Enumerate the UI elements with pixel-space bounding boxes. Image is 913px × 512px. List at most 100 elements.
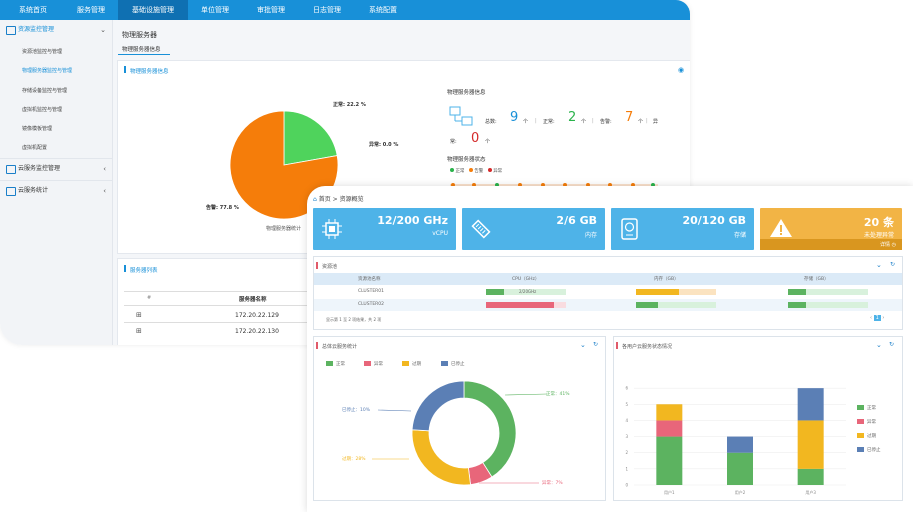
- user-status-title: 各用户云服务状态情况: [615, 342, 673, 350]
- front-window: ⌂ 首页 > 资源概览 12/200 GHz vCPU 2/6 GB 内存: [307, 186, 913, 512]
- y-tick-label: 5: [625, 402, 628, 407]
- alarm-count: 7: [625, 110, 634, 125]
- card-vcpu[interactable]: 12/200 GHz vCPU: [313, 208, 456, 250]
- sidebar-item-image[interactable]: 镜像模板管理: [22, 126, 53, 132]
- x-tick-label: 用户3: [805, 489, 816, 495]
- legend-dot-abnormal: [487, 168, 492, 172]
- warning-icon: [770, 219, 792, 237]
- nav-tab-home[interactable]: 系统首页: [19, 6, 47, 14]
- bar-用户1-过期[interactable]: [656, 404, 683, 421]
- memory-label: 内存: [584, 232, 597, 239]
- breadcrumb: ⌂ 首页 > 资源概览: [313, 196, 364, 203]
- breadcrumb-home[interactable]: 首页: [318, 196, 331, 203]
- pie-slice-1[interactable]: [283, 110, 338, 166]
- refresh-icon[interactable]: ↻: [890, 261, 896, 268]
- user-status-bar-chart: 0 1 2 3 4 5 6 用户1 用户2 用户3: [625, 386, 846, 495]
- pagination[interactable]: ‹ 1 ›: [870, 315, 885, 321]
- donut-legend-expired: 过期: [402, 361, 421, 367]
- sidebar: 资源监控管理 ⌄ 资源池监控与管理 物理服务器监控与管理 存储设备监控与管理 虚…: [0, 20, 113, 345]
- collapse-icon[interactable]: ⌄: [876, 341, 882, 349]
- card-storage[interactable]: 20/120 GB 存储: [611, 208, 754, 250]
- col-server-name: 服务器名称: [239, 297, 267, 303]
- donut-legend-stopped: 已停止: [441, 361, 465, 367]
- cpu-icon: [322, 219, 342, 239]
- donut-title: 总体云服务统计: [315, 342, 358, 350]
- state-legend: 正常 告警 异常: [450, 168, 502, 174]
- donut-legend-normal: 正常: [326, 361, 345, 367]
- sidebar-item-physical-server[interactable]: 物理服务器监控与管理: [22, 68, 73, 74]
- y-tick-label: 6: [625, 386, 628, 391]
- total-count: 9: [510, 110, 519, 125]
- donut-slice-4[interactable]: [411, 380, 465, 432]
- bar-用户3-正常[interactable]: [797, 468, 824, 485]
- sidebar-group-cloud-stats[interactable]: 云服务统计 ‹: [0, 180, 112, 201]
- card-memory[interactable]: 2/6 GB 内存: [462, 208, 605, 250]
- bar-legend-normal: 正常: [857, 405, 876, 411]
- y-tick-label: 4: [625, 418, 628, 423]
- abnormal-unit: 个: [485, 139, 491, 145]
- refresh-icon[interactable]: ↻: [593, 341, 599, 348]
- col-storage: 存储（GB）: [804, 277, 829, 282]
- card-alerts[interactable]: 20 条 未处理异常 详情 ◷: [760, 208, 902, 250]
- nav-tab-approval[interactable]: 审批管理: [257, 6, 285, 14]
- bar-用户1-正常[interactable]: [656, 436, 683, 485]
- sidebar-item-pool[interactable]: 资源池监控与管理: [22, 49, 63, 55]
- bar-用户2-已停止[interactable]: [727, 436, 753, 453]
- back-window: 系统首页 服务管理 基础设施管理 单位管理 审批管理 日志管理 系统配置 资源监…: [0, 0, 690, 345]
- monitor-icon: [6, 26, 16, 35]
- sidebar-item-vm-config[interactable]: 虚拟机配置: [22, 145, 48, 151]
- sidebar-item-storage[interactable]: 存储设备监控与管理: [22, 88, 68, 94]
- resource-pool-panel: 资源池 ⌄ ↻ 资源池名称 CPU（GHz） 内存（GB） 存储（GB） CLU…: [313, 256, 903, 330]
- chevron-left-icon: ‹: [103, 165, 106, 173]
- table-row[interactable]: 172.20.22.130: [235, 328, 279, 335]
- refresh-icon[interactable]: ↻: [889, 341, 895, 348]
- bar-legend-abnormal: 异常: [857, 419, 876, 425]
- bar-用户1-异常[interactable]: [656, 420, 683, 437]
- storage-label: 存储: [733, 232, 746, 239]
- nav-tab-services[interactable]: 服务管理: [77, 6, 105, 14]
- bar-用户2-正常[interactable]: [727, 452, 753, 485]
- collapse-icon[interactable]: ⌄: [580, 341, 586, 349]
- bar-用户3-已停止[interactable]: [797, 388, 824, 421]
- collapse-icon[interactable]: ⌄: [876, 261, 882, 269]
- alarm-label: 告警:: [600, 119, 612, 125]
- sidebar-group-resource-monitor[interactable]: 资源监控管理 ⌄: [0, 20, 112, 40]
- normal-unit: 个: [581, 119, 587, 125]
- alerts-value: 20 条: [863, 216, 894, 229]
- breadcrumb-current: 资源概览: [339, 196, 364, 203]
- nav-tab-units[interactable]: 单位管理: [201, 6, 229, 14]
- panel-marker: [124, 66, 126, 73]
- monitor-icon: [6, 187, 16, 196]
- tab-server-info[interactable]: 物理服务器信息: [122, 47, 161, 53]
- pool-row-1-cpu: 2/20GHz: [519, 289, 537, 294]
- x-tick-label: 用户1: [664, 489, 675, 495]
- nav-tab-config[interactable]: 系统配置: [369, 6, 397, 14]
- y-tick-label: 1: [625, 466, 628, 471]
- legend-dot-normal: [450, 168, 454, 172]
- pool-row-2-name: CLUSTER02: [358, 302, 385, 307]
- bar-用户3-过期[interactable]: [797, 420, 824, 469]
- donut-slice-1[interactable]: [463, 380, 517, 478]
- donut-slice-3[interactable]: [411, 429, 471, 486]
- y-tick-label: 2: [625, 450, 628, 455]
- abnormal-label-part1: 异: [653, 119, 659, 125]
- resource-pool-title: 资源池: [315, 262, 338, 270]
- bar-marks: 0 1 2 3 4 5 6 用户1 用户2 用户3: [625, 386, 846, 495]
- nav-tab-logs[interactable]: 日志管理: [313, 6, 341, 14]
- donut-panel: 总体云服务统计 ⌄ ↻ 正常 异常 过期 已停止 正常：41% 异常：7% 过期…: [313, 336, 606, 501]
- table-row[interactable]: 172.20.22.129: [235, 312, 279, 319]
- pie-label-alarm: 告警: 77.8 %: [206, 205, 239, 211]
- monitor-icon: [6, 165, 16, 174]
- sidebar-group-cloud-monitor[interactable]: 云服务监控管理 ‹: [0, 158, 112, 179]
- eye-icon[interactable]: ◉: [678, 66, 685, 74]
- tab-underline: [118, 54, 170, 55]
- expand-icon[interactable]: ⊞: [136, 327, 142, 335]
- page-title: 物理服务器: [122, 31, 157, 39]
- abnormal-label-part2: 常:: [450, 139, 457, 145]
- sidebar-item-vm[interactable]: 虚拟机监控与管理: [22, 107, 63, 113]
- alerts-detail-link[interactable]: 详情 ◷: [880, 242, 896, 248]
- donut-label-expired: 过期：28%: [342, 457, 366, 462]
- y-tick-label: 3: [625, 434, 628, 439]
- nav-tab-infrastructure[interactable]: 基础设施管理: [118, 0, 188, 20]
- expand-icon[interactable]: ⊞: [136, 311, 142, 319]
